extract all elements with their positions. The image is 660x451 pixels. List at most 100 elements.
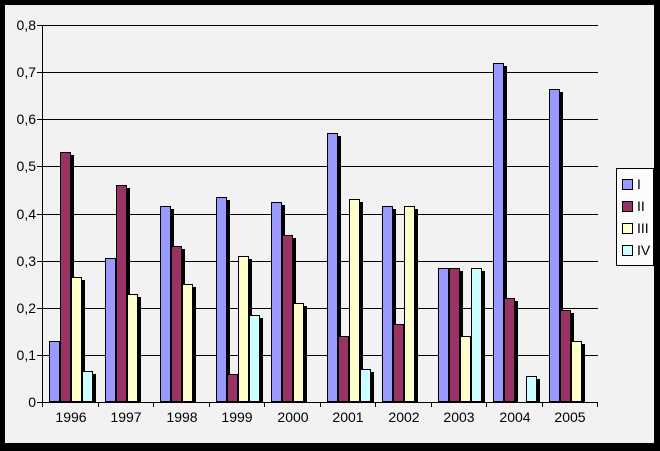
gridline-0,6 <box>43 119 598 120</box>
bar-seriesI-2003 <box>437 268 449 402</box>
bar-seriesII-2004 <box>504 298 515 402</box>
bar-group-2003 <box>432 25 488 402</box>
bar-seriesII-2000 <box>282 235 293 402</box>
y-axis-tick <box>37 72 42 73</box>
legend-label-III: III <box>637 220 649 236</box>
x-axis-tick <box>597 403 598 407</box>
bar-seriesIII-1996 <box>71 277 82 402</box>
gridline-0,3 <box>43 261 598 262</box>
x-axis-tick <box>98 403 99 407</box>
legend-swatch-I <box>622 178 633 190</box>
bar-seriesIII-2003 <box>459 336 471 402</box>
bar-seriesI-1999 <box>215 197 227 402</box>
x-category-label-1997: 1997 <box>110 409 142 425</box>
legend-label-IV: IV <box>637 242 651 258</box>
bar-seriesIV-1999 <box>248 315 260 402</box>
bar-seriesII-1999 <box>226 374 238 402</box>
y-tick-label: 0,5 <box>16 158 36 174</box>
x-axis-tick <box>431 403 432 407</box>
y-axis-tick <box>37 261 42 262</box>
plot-clip <box>43 25 598 402</box>
bar-seriesI-1998 <box>160 206 171 402</box>
bar-group-1999 <box>210 25 266 402</box>
y-tick-label: 0 <box>28 394 36 410</box>
bar-seriesIII-1997 <box>126 294 138 402</box>
x-axis-tick <box>209 403 210 407</box>
x-axis-tick <box>320 403 321 407</box>
y-axis-tick <box>37 166 42 167</box>
y-axis-tick <box>37 308 42 309</box>
y-axis-tick <box>37 355 42 356</box>
bar-seriesI-1997 <box>104 258 116 402</box>
bar-seriesII-2005 <box>559 310 571 402</box>
legend-item-II: II <box>622 195 653 217</box>
y-tick-label: 0,7 <box>16 64 36 80</box>
bar-seriesIII-2000 <box>293 303 304 402</box>
legend-item-III: III <box>622 217 653 239</box>
bar-seriesI-2000 <box>271 202 282 402</box>
legend-item-I: I <box>622 173 653 195</box>
gridline-0,4 <box>43 214 598 215</box>
bar-group-1997 <box>99 25 155 402</box>
gridline-0,8 <box>43 25 598 26</box>
bar-group-1998 <box>154 25 210 402</box>
x-axis-tick <box>264 403 265 407</box>
bar-seriesI-2005 <box>548 89 560 402</box>
x-axis-tick <box>542 403 543 407</box>
bar-group-2005 <box>543 25 599 402</box>
bar-group-2000 <box>265 25 321 402</box>
bar-seriesIV-2004 <box>526 376 537 402</box>
bar-seriesII-1997 <box>115 185 127 402</box>
bar-seriesII-2001 <box>337 336 349 402</box>
legend-label-I: I <box>637 176 641 192</box>
bar-group-1996 <box>43 25 99 402</box>
x-category-label-2005: 2005 <box>554 409 586 425</box>
y-tick-label: 0,3 <box>16 253 36 269</box>
legend: I II III IV <box>616 168 654 266</box>
bar-seriesIII-2005 <box>570 341 582 402</box>
bar-seriesII-1996 <box>60 152 71 402</box>
y-axis-tick <box>37 402 42 403</box>
chart-area: 0 0,1 0,2 0,3 0,4 0,5 0,6 0,7 0,8 1996 1997 1998 19… <box>5 5 654 443</box>
legend-swatch-IV <box>622 244 633 256</box>
x-category-label-2002: 2002 <box>388 409 420 425</box>
bar-seriesII-2002 <box>393 324 404 402</box>
bar-seriesII-2003 <box>448 268 460 402</box>
plot-area <box>42 25 598 403</box>
bar-seriesIII-1999 <box>237 256 249 402</box>
bar-group-2004 <box>487 25 543 402</box>
gridline-0,5 <box>43 166 598 167</box>
x-category-label-1999: 1999 <box>221 409 253 425</box>
x-category-label-2004: 2004 <box>499 409 531 425</box>
bar-seriesIV-1996 <box>82 371 93 402</box>
legend-item-IV: IV <box>622 239 653 261</box>
x-category-label-1996: 1996 <box>55 409 87 425</box>
x-axis-tick <box>375 403 376 407</box>
y-axis-tick <box>37 119 42 120</box>
bar-seriesIII-1998 <box>182 284 193 402</box>
x-category-label-2000: 2000 <box>277 409 309 425</box>
legend-swatch-II <box>622 200 633 212</box>
x-axis-tick <box>486 403 487 407</box>
legend-swatch-III <box>622 222 633 234</box>
gridline-0,1 <box>43 355 598 356</box>
x-axis-tick <box>42 403 43 407</box>
bar-group-2002 <box>376 25 432 402</box>
y-tick-label: 0,2 <box>16 300 36 316</box>
gridline-0,2 <box>43 308 598 309</box>
y-tick-label: 0,1 <box>16 347 36 363</box>
bar-seriesI-1996 <box>49 341 60 402</box>
bar-group-2001 <box>321 25 377 402</box>
y-tick-label: 0,6 <box>16 111 36 127</box>
bar-seriesI-2002 <box>382 206 393 402</box>
x-category-label-2001: 2001 <box>332 409 364 425</box>
x-category-label-1998: 1998 <box>166 409 198 425</box>
gridline-0,7 <box>43 72 598 73</box>
bar-seriesIV-2003 <box>470 268 482 402</box>
x-category-label-2003: 2003 <box>443 409 475 425</box>
bar-seriesII-1998 <box>171 246 182 402</box>
x-axis-tick <box>153 403 154 407</box>
bar-seriesIII-2001 <box>348 199 360 402</box>
legend-label-II: II <box>637 198 645 214</box>
